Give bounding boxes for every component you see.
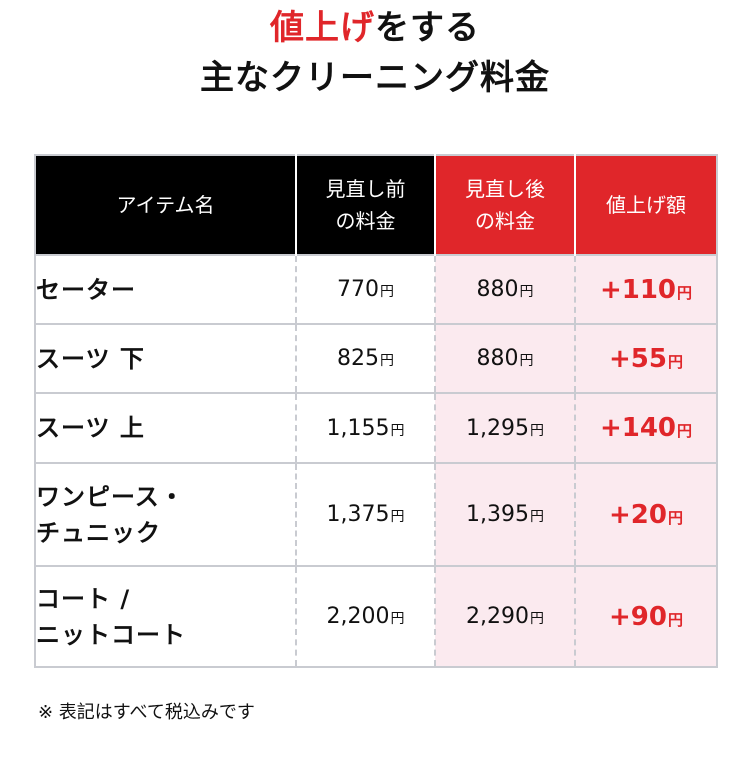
currency-unit: 円	[667, 610, 683, 629]
price-table: アイテム名 見直し前 の料金 見直し後 の料金 値上げ額 セーター 770円 880円 +…	[34, 154, 718, 668]
item-name-line-2: チュニック	[36, 518, 161, 547]
item-name-cell: ワンピース・ チュニック	[35, 462, 296, 566]
item-name-line-1: スーツ 下	[36, 344, 145, 373]
table-row: スーツ 下 825円 880円 +55円	[35, 323, 717, 393]
item-name-line-1: スーツ 上	[36, 414, 145, 442]
currency-unit: 円	[529, 422, 544, 439]
table-row: セーター 770円 880円 +110円	[35, 254, 717, 324]
item-name-cell: セーター	[35, 254, 296, 324]
price-value: +55	[609, 343, 667, 374]
header-price-before: 見直し前 の料金	[295, 155, 435, 255]
currency-unit: 円	[529, 611, 544, 627]
price-increase-cell: +140円	[574, 392, 717, 463]
price-before-cell: 770円	[295, 254, 435, 324]
currency-unit: 円	[529, 509, 544, 525]
table-header-row: アイテム名 見直し前の料金 見直し後の料金 値上げ額	[35, 155, 717, 255]
item-name-line-1: ワンピース・	[36, 482, 185, 511]
price-before-cell: 2,200円	[295, 565, 435, 667]
table-row: コート / ニットコート 2,200円 2,290円 +90円	[35, 565, 717, 667]
price-increase-cell: +90円	[574, 565, 717, 667]
price-value: 1,295	[466, 415, 529, 441]
price-increase-cell: +55円	[574, 323, 717, 393]
title-highlight: 値上げ	[270, 8, 375, 48]
header-price-increase: 値上げ額	[574, 155, 717, 255]
price-value: 2,200	[326, 604, 390, 629]
price-value: +140	[599, 413, 677, 443]
price-value: 2,290	[466, 604, 529, 629]
price-value: +20	[609, 499, 667, 530]
page-title-line-1: 値上げをする	[0, 8, 750, 48]
price-after-cell: 2,290円	[434, 565, 575, 667]
header-after-line-2: の料金	[475, 209, 535, 233]
item-name-line-1: セーター	[36, 275, 136, 304]
currency-unit: 円	[667, 352, 683, 371]
price-value: 880	[476, 346, 519, 371]
item-name-cell: コート / ニットコート	[35, 565, 296, 667]
currency-unit: 円	[677, 283, 693, 302]
price-value: +90	[609, 601, 667, 632]
item-name-line-1: コート /	[36, 584, 131, 613]
price-increase-cell: +110円	[574, 254, 717, 324]
price-value: 770	[337, 277, 379, 302]
currency-unit: 円	[677, 422, 693, 440]
currency-unit: 円	[380, 284, 394, 300]
page-title-line-2: 主なクリーニング料金	[200, 58, 550, 98]
price-before-cell: 825円	[295, 323, 435, 393]
currency-unit: 円	[519, 353, 534, 369]
table-row: スーツ 上 1,155円 1,295円 +140円	[35, 392, 717, 463]
price-value: 1,155	[326, 415, 390, 441]
price-before-cell: 1,155円	[295, 392, 435, 463]
currency-unit: 円	[380, 353, 394, 369]
item-name-cell: スーツ 下	[35, 323, 296, 393]
price-value: 1,395	[466, 502, 529, 527]
price-after-cell: 880円	[434, 254, 575, 324]
price-after-cell: 1,295円	[434, 392, 575, 463]
currency-unit: 円	[519, 284, 534, 300]
price-before-cell: 1,375円	[295, 462, 435, 566]
price-value: 880	[476, 277, 519, 302]
currency-unit: 円	[667, 508, 683, 527]
header-price-after: 見直し後 の料金	[434, 155, 575, 255]
price-after-cell: 880円	[434, 323, 575, 393]
tax-note: ※ 表記はすべて税込みです	[38, 702, 255, 723]
currency-unit: 円	[390, 509, 405, 525]
item-name-cell: スーツ 上	[35, 392, 296, 463]
price-value: 1,375	[326, 502, 390, 527]
item-name-line-2: ニットコート	[36, 620, 186, 649]
price-after-cell: 1,395円	[434, 462, 575, 566]
header-before-line-1: 見直し前	[325, 177, 406, 201]
currency-unit: 円	[390, 422, 405, 439]
header-item-name: アイテム名	[35, 155, 296, 255]
price-value: +110	[599, 274, 677, 305]
header-before-line-2: の料金	[335, 209, 396, 233]
title-rest: をする	[375, 8, 480, 48]
price-increase-cell: +20円	[574, 462, 717, 566]
price-value: 825	[337, 346, 379, 371]
header-after-line-1: 見直し後	[465, 177, 545, 201]
table-row: ワンピース・ チュニック 1,375円 1,395円 +20円	[35, 462, 717, 566]
currency-unit: 円	[390, 611, 405, 627]
